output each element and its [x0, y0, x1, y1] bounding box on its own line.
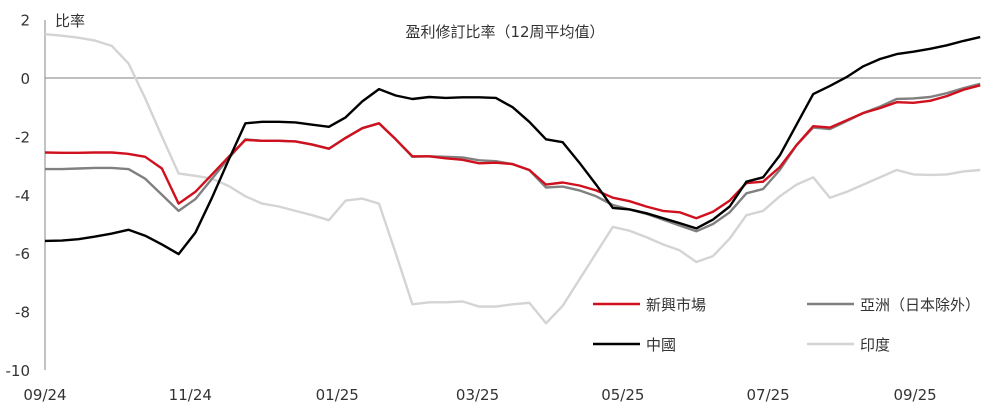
- x-tick-label: 09/25: [893, 386, 936, 404]
- x-tick-label: 09/24: [23, 386, 66, 404]
- legend-label: 印度: [860, 336, 890, 354]
- y-tick-label: -10: [6, 362, 31, 380]
- series-line-0: [44, 84, 981, 220]
- y-tick-label: -2: [15, 128, 30, 146]
- y-tick-label: -4: [15, 187, 30, 205]
- legend-label: 亞洲（日本除外）: [860, 296, 980, 314]
- legend-label: 中國: [646, 336, 676, 354]
- series-line-3: [44, 33, 981, 325]
- x-tick-label: 01/25: [316, 386, 359, 404]
- chart-title: 盈利修訂比率（12周平均值）: [405, 23, 604, 41]
- y-tick-label: 0: [20, 70, 30, 88]
- x-tick-label: 07/25: [746, 386, 789, 404]
- y-tick-label: -6: [15, 245, 30, 263]
- y-tick-label: -8: [15, 304, 30, 322]
- x-tick-label: 03/25: [456, 386, 499, 404]
- legend-label: 新興市場: [646, 296, 706, 314]
- y-axis-label: 比率: [55, 12, 85, 30]
- y-tick-label: 2: [20, 12, 30, 30]
- x-tick-label: 05/25: [601, 386, 644, 404]
- series-line-2: [44, 35, 981, 256]
- x-tick-label: 11/24: [169, 386, 212, 404]
